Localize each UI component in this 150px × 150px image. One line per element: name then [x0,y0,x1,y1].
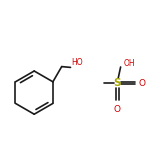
Text: HO: HO [71,58,83,67]
Text: O: O [114,105,121,114]
Text: O: O [139,78,146,87]
Text: OH: OH [124,59,135,68]
Text: S: S [114,78,121,88]
